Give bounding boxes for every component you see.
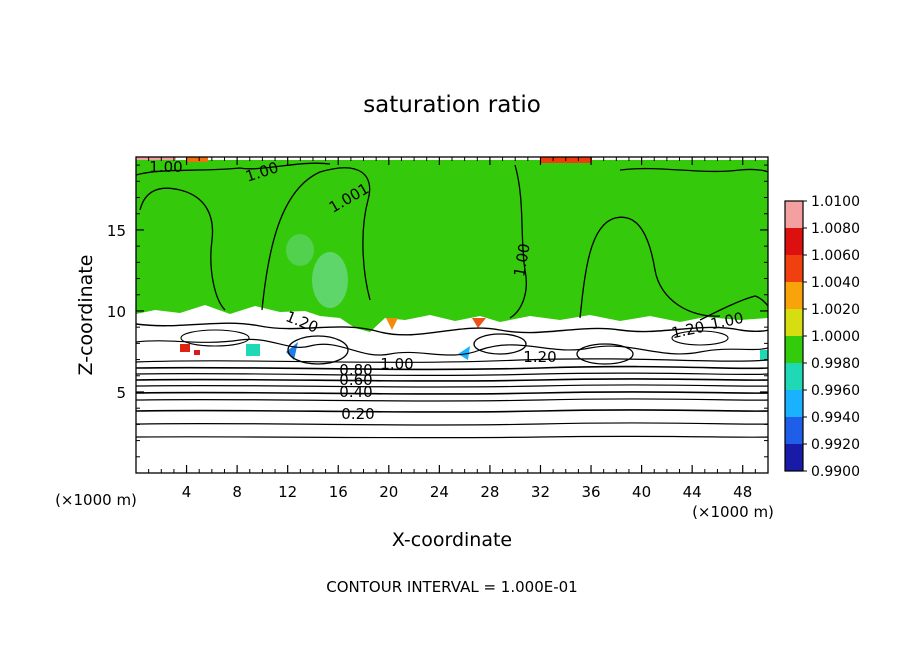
contour-line <box>136 391 768 395</box>
contour-line <box>139 187 226 311</box>
x-tick-label: 32 <box>531 483 550 501</box>
colorbar-label: 0.9920 <box>811 437 860 453</box>
x-tick-label: 24 <box>430 483 449 501</box>
supersaturated-patch <box>136 157 176 160</box>
colorbar: 0.9900 0.9920 0.9940 0.9960 0.9980 1.0000 1.00… <box>784 194 860 480</box>
field-patch <box>760 350 768 360</box>
colorbar-band <box>785 444 803 472</box>
field-patch <box>312 252 348 308</box>
chart-title: saturation ratio <box>363 92 541 118</box>
colorbar-band <box>785 201 803 229</box>
colorbar-label: 0.9940 <box>811 410 860 426</box>
colorbar-label: 0.9960 <box>811 383 860 399</box>
contour-line <box>699 295 768 321</box>
x-tick-label: 8 <box>232 483 242 501</box>
contour-line <box>619 167 768 173</box>
colorbar-band <box>785 336 803 364</box>
y-axis-label: Z-coordinate <box>75 255 97 376</box>
contour-line <box>136 378 768 382</box>
contour-interval-text: CONTOUR INTERVAL = 1.000E-01 <box>326 578 577 596</box>
x-tick-label: 12 <box>278 483 297 501</box>
supersaturated-patch <box>386 318 398 330</box>
contour-line <box>136 422 768 426</box>
x-tick-label: 4 <box>182 483 192 501</box>
supersaturated-patch <box>186 157 208 162</box>
field-patch <box>458 346 470 360</box>
contour-label-text: 1.00 <box>380 355 413 373</box>
contour-line <box>509 164 527 319</box>
colorbar-band <box>785 228 803 256</box>
contour-line <box>136 372 768 376</box>
contour-line <box>287 335 349 365</box>
y-tick-label: 15 <box>107 222 126 240</box>
colorbar-band <box>785 282 803 310</box>
contour-label: 1.20 <box>523 348 556 366</box>
field-patch <box>246 344 260 356</box>
contour-line <box>579 216 721 319</box>
contour-line <box>136 338 768 356</box>
saturated-field-region <box>136 160 768 332</box>
contour-label: 0.60 <box>339 371 372 389</box>
contour-label: 1.00 <box>149 158 182 176</box>
contour-line <box>136 162 331 176</box>
contour-label-text: 0.40 <box>339 383 372 401</box>
colorbar-label: 0.9900 <box>811 464 860 480</box>
contour-line <box>136 322 768 336</box>
contour-line <box>136 358 768 363</box>
contour-line <box>261 167 371 311</box>
y-tick-label: 10 <box>107 303 126 321</box>
contour-line <box>136 365 768 371</box>
colorbar-band <box>785 390 803 418</box>
contour-line <box>136 435 768 439</box>
contour-line <box>473 333 527 355</box>
field-patch <box>180 344 190 352</box>
x-tick-label: 40 <box>632 483 651 501</box>
field-patch <box>286 234 314 266</box>
x-unit-label-right: (×1000 m) <box>692 503 774 521</box>
contour-label-text: 1.00 <box>510 242 534 278</box>
contour-label: 0.20 <box>341 405 374 423</box>
contour-label-text: 1.20 <box>523 348 556 366</box>
contour-label: 0.40 <box>339 383 372 401</box>
field-patch <box>194 350 200 355</box>
colorbar-label: 0.9980 <box>811 356 860 372</box>
colorbar-label: 1.0100 <box>811 194 860 210</box>
contour-line <box>576 343 634 365</box>
contour-label-text: 0.60 <box>339 371 372 389</box>
y-tick-label: 5 <box>116 384 126 402</box>
x-tick-label: 44 <box>683 483 702 501</box>
contour-line <box>136 384 768 388</box>
x-tick-label: 16 <box>329 483 348 501</box>
colorbar-label: 1.0000 <box>811 329 860 345</box>
x-tick-label: 36 <box>581 483 600 501</box>
x-unit-label-left: (×1000 m) <box>55 491 137 509</box>
colorbar-label: 1.0080 <box>811 221 860 237</box>
colorbar-label: 1.0060 <box>811 248 860 264</box>
x-axis-label: X-coordinate <box>392 529 512 551</box>
contour-label-text: 0.20 <box>341 405 374 423</box>
colorbar-label: 1.0020 <box>811 302 860 318</box>
contour-label: 0.80 <box>339 361 372 379</box>
contour-label-text: 0.80 <box>339 361 372 379</box>
colorbar-band <box>785 417 803 445</box>
x-tick-label: 20 <box>379 483 398 501</box>
colorbar-band <box>785 255 803 283</box>
contour-line <box>671 330 729 346</box>
supersaturated-patch <box>472 318 486 328</box>
contour-line <box>136 409 768 413</box>
colorbar-label: 1.0040 <box>811 275 860 291</box>
x-tick-label: 48 <box>733 483 752 501</box>
contour-label-text: 1.00 <box>149 158 182 176</box>
contour-line <box>180 329 250 347</box>
colorbar-band <box>785 309 803 337</box>
contour-line <box>136 398 768 402</box>
x-tick-label: 28 <box>480 483 499 501</box>
contour-label: 1.00 <box>380 355 413 373</box>
contour-label: 1.00 <box>510 242 534 278</box>
colorbar-band <box>785 363 803 391</box>
